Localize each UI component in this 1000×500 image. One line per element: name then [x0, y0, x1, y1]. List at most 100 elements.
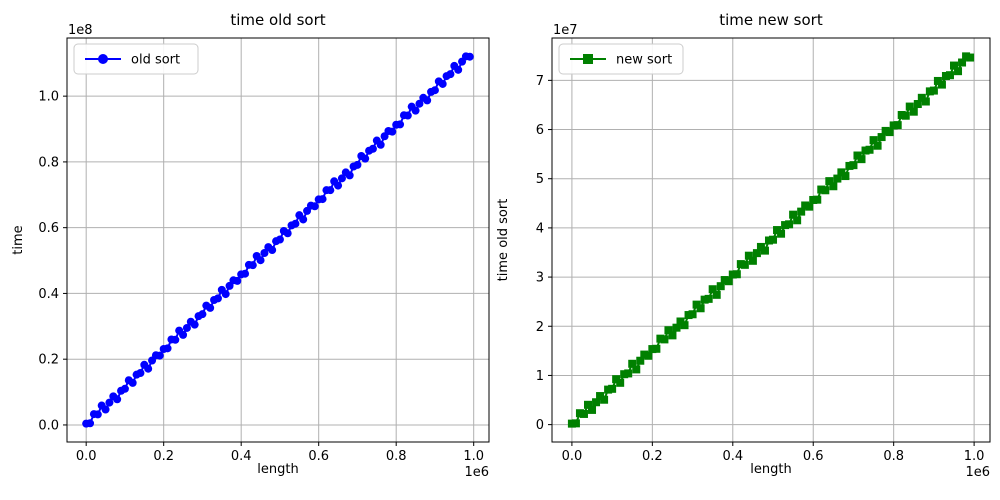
x-tick-label: 0.8: [883, 449, 904, 464]
y-tick-label: 1.0: [38, 90, 59, 105]
legend-marker-square-icon: [583, 54, 593, 64]
data-point-marker: [403, 111, 412, 120]
data-point-marker: [781, 221, 790, 230]
data-point-marker: [724, 277, 733, 286]
data-point-marker: [769, 235, 778, 244]
data-point-marker: [376, 140, 385, 149]
data-point-marker: [813, 195, 822, 204]
data-point-marker: [171, 335, 180, 344]
data-point-marker: [656, 334, 665, 343]
data-point-marker: [941, 71, 950, 80]
y-tick-label: 3: [536, 271, 544, 286]
data-point-marker: [925, 87, 934, 96]
data-point-marker: [921, 97, 930, 106]
data-point-marker: [446, 70, 455, 79]
data-point-marker: [954, 67, 963, 76]
data-point-marker: [616, 378, 625, 387]
data-point-marker: [337, 174, 346, 183]
data-point-marker: [837, 168, 846, 177]
data-point-marker: [861, 146, 870, 155]
data-point-marker: [248, 261, 257, 270]
data-point-marker: [708, 285, 717, 294]
axes-spines: [66, 37, 490, 443]
data-point-marker: [881, 126, 890, 135]
y-tick-label: 0.4: [38, 287, 59, 302]
data-point-marker: [120, 384, 129, 393]
data-point-marker: [933, 76, 942, 85]
data-point-marker: [636, 356, 645, 365]
data-point-marker: [829, 182, 838, 191]
x-axis-label: length: [257, 462, 298, 477]
data-point-marker: [326, 186, 335, 195]
y-axis-offset-label: 1e8: [68, 23, 93, 38]
data-point-marker: [571, 419, 580, 428]
data-point-marker: [885, 128, 894, 137]
data-point-marker: [905, 102, 914, 111]
data-point-marker: [190, 320, 199, 329]
data-point-marker: [612, 375, 621, 384]
x-tick-label: 0.4: [231, 449, 252, 464]
data-point-marker: [353, 160, 362, 169]
data-point-marker: [291, 219, 300, 228]
data-point-marker: [668, 331, 677, 340]
data-point-marker: [736, 260, 745, 269]
y-tick-label: 0: [536, 418, 544, 433]
data-point-marker: [732, 270, 741, 279]
data-point-marker: [853, 151, 862, 160]
y-tick-label: 0.2: [38, 353, 59, 368]
data-point-marker: [604, 385, 613, 394]
data-point-marker: [764, 236, 773, 245]
legend-marker-circle-icon: [98, 54, 108, 64]
y-tick-label: 4: [536, 221, 544, 236]
x-tick-label: 0.0: [76, 449, 97, 464]
data-point-marker: [260, 248, 269, 257]
data-point-marker: [221, 290, 230, 299]
data-point-marker: [720, 276, 729, 285]
data-point-marker: [849, 161, 858, 170]
x-tick-label: 1.0: [463, 449, 484, 464]
data-point-marker: [198, 310, 207, 319]
data-point-marker: [897, 110, 906, 119]
data-point-marker: [748, 256, 757, 265]
y-axis-offset-label: 1e7: [553, 23, 578, 38]
legend: new sort: [558, 43, 684, 75]
y-axis-label: time old sort: [496, 199, 511, 282]
plot-title: time new sort: [719, 11, 823, 29]
subplot-time-new-sort: 0.0 0.2 0.4 0.6 0.8 1.0 0 1 2 3 4 5 6 7 time new sort l…: [496, 11, 991, 480]
data-point-marker: [950, 61, 959, 70]
data-point-marker: [136, 369, 145, 378]
data-point-marker: [809, 195, 818, 204]
data-point-marker: [756, 242, 765, 251]
data-point-marker: [696, 304, 705, 313]
data-point-marker: [869, 136, 878, 145]
data-point-marker: [777, 229, 786, 238]
data-point-marker: [793, 216, 802, 225]
data-point-marker: [632, 365, 641, 374]
data-point-marker: [233, 276, 242, 285]
data-point-marker: [345, 171, 354, 180]
data-point-marker: [833, 174, 842, 183]
data-point-marker: [388, 127, 397, 136]
x-tick-label: 1.0: [964, 449, 985, 464]
data-point-marker: [567, 419, 576, 428]
data-point-marker: [744, 251, 753, 260]
data-point-marker: [797, 207, 806, 216]
data-point-marker: [716, 282, 725, 291]
x-tick-label: 0.2: [153, 449, 174, 464]
data-point-marker: [841, 172, 850, 181]
x-axis-label: length: [750, 462, 791, 477]
data-point-marker: [672, 323, 681, 332]
data-point-marker: [396, 120, 405, 129]
data-point-marker: [105, 398, 114, 407]
y-tick-label: 5: [536, 172, 544, 187]
data-point-marker: [128, 378, 137, 387]
data-point-marker: [334, 181, 343, 190]
y-tick-label: 2: [536, 320, 544, 335]
data-point-marker: [865, 145, 874, 154]
data-point-marker: [213, 294, 222, 303]
data-point-marker: [454, 65, 463, 74]
data-point-marker: [909, 107, 918, 116]
data-point-marker: [728, 270, 737, 279]
